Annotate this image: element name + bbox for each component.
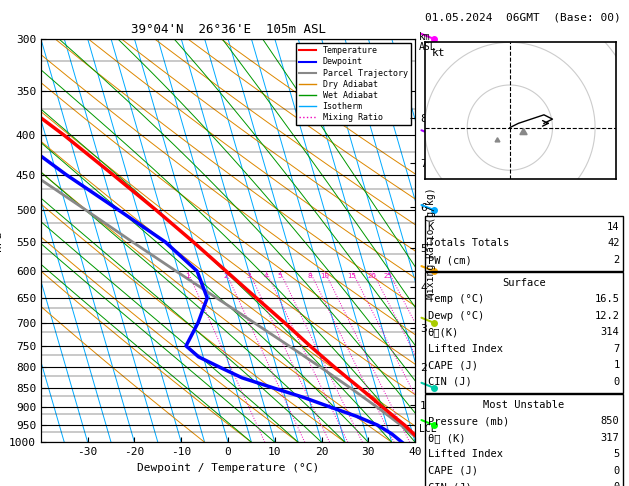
Text: 3: 3 [247,273,251,279]
Title: 39°04'N  26°36'E  105m ASL: 39°04'N 26°36'E 105m ASL [130,23,326,36]
Y-axis label: hPa: hPa [0,230,4,251]
Text: K: K [428,222,434,232]
Text: CIN (J): CIN (J) [428,377,472,387]
Text: Pressure (mb): Pressure (mb) [428,417,509,426]
Text: θᴄ(K): θᴄ(K) [428,328,459,337]
Text: 5: 5 [277,273,282,279]
Text: 01.05.2024  06GMT  (Base: 00): 01.05.2024 06GMT (Base: 00) [425,12,620,22]
Text: 2: 2 [223,273,228,279]
Text: 314: 314 [601,328,620,337]
Text: 2: 2 [613,255,620,265]
Text: Totals Totals: Totals Totals [428,239,509,248]
Text: PW (cm): PW (cm) [428,255,472,265]
Text: Temp (°C): Temp (°C) [428,295,484,304]
Text: 5: 5 [613,450,620,459]
Text: CAPE (J): CAPE (J) [428,361,477,370]
Text: Dewp (°C): Dewp (°C) [428,311,484,321]
Text: 317: 317 [601,433,620,443]
Text: 0: 0 [613,466,620,476]
Text: Mixing Ratio (g/kg): Mixing Ratio (g/kg) [426,187,437,299]
Text: Surface: Surface [502,278,545,288]
Text: 12.2: 12.2 [594,311,620,321]
Text: 16.5: 16.5 [594,295,620,304]
Text: 42: 42 [607,239,620,248]
Text: 1: 1 [613,361,620,370]
Text: Lifted Index: Lifted Index [428,344,503,354]
Text: 15: 15 [348,273,357,279]
Text: 20: 20 [368,273,377,279]
Text: LCL: LCL [419,424,437,434]
Text: Lifted Index: Lifted Index [428,450,503,459]
Text: 850: 850 [601,417,620,426]
Text: CIN (J): CIN (J) [428,483,472,486]
Text: 0: 0 [613,483,620,486]
Text: 10: 10 [320,273,329,279]
Text: θᴄ (K): θᴄ (K) [428,433,465,443]
Text: 25: 25 [384,273,392,279]
X-axis label: Dewpoint / Temperature (°C): Dewpoint / Temperature (°C) [137,463,319,473]
Text: 8: 8 [308,273,312,279]
Text: 1: 1 [186,273,190,279]
Text: 7: 7 [613,344,620,354]
Text: CAPE (J): CAPE (J) [428,466,477,476]
Text: kt: kt [432,48,446,58]
Text: Most Unstable: Most Unstable [483,400,564,410]
Text: 14: 14 [607,222,620,232]
Text: 0: 0 [613,377,620,387]
Legend: Temperature, Dewpoint, Parcel Trajectory, Dry Adiabat, Wet Adiabat, Isotherm, Mi: Temperature, Dewpoint, Parcel Trajectory… [296,43,411,125]
Text: km
ASL: km ASL [419,32,437,52]
Text: 4: 4 [264,273,268,279]
